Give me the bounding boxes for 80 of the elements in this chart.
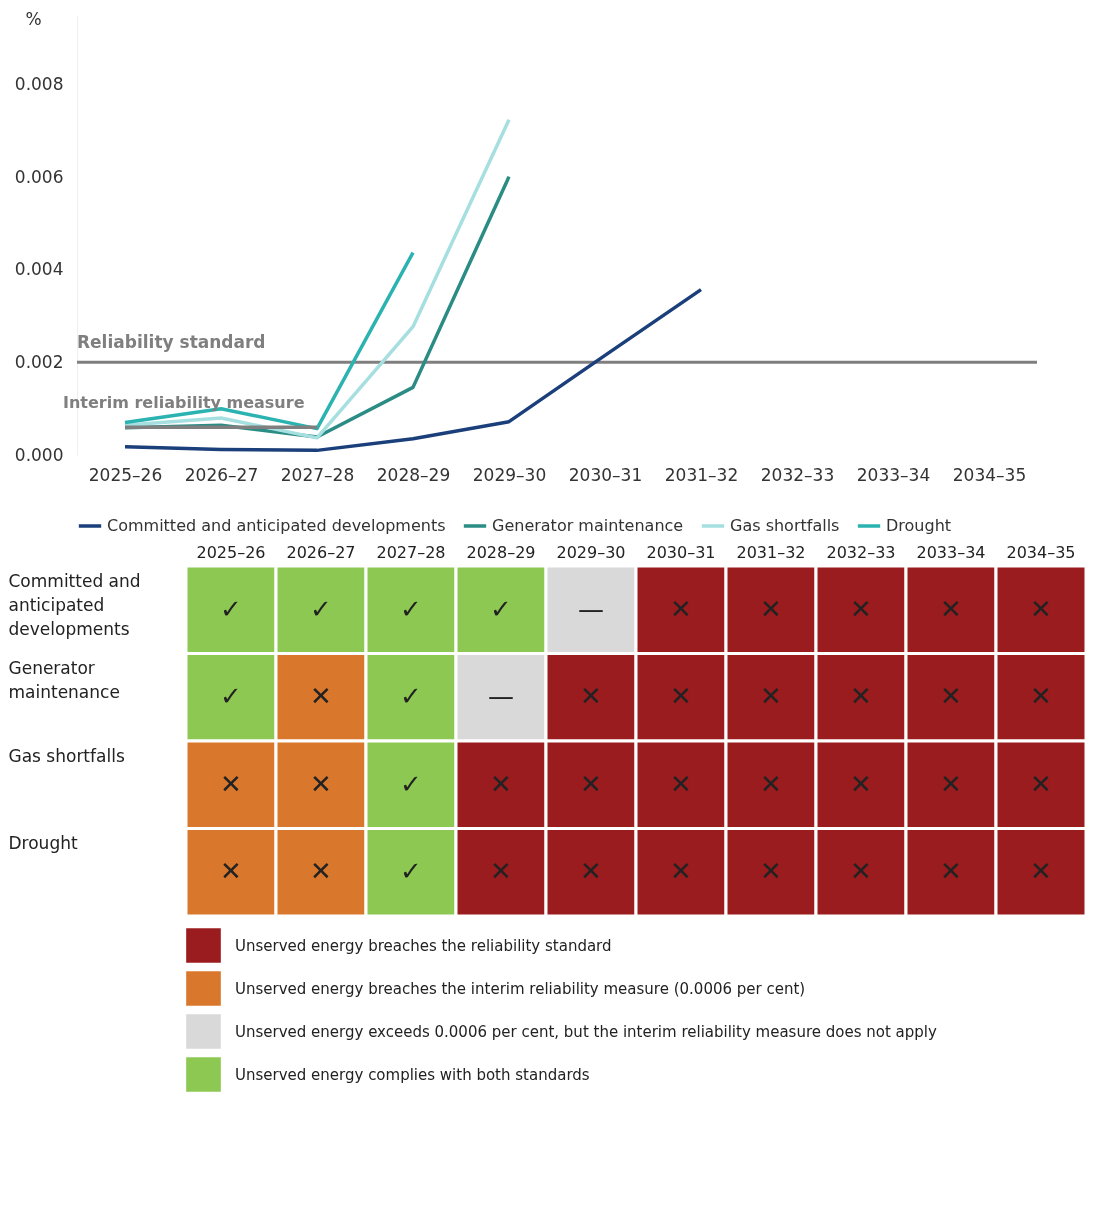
y-tick-label: 0.008: [14, 73, 64, 94]
y-axis-title: %: [25, 8, 42, 29]
text: —: [488, 681, 514, 712]
category-label: Generator maintenance: [8, 658, 120, 703]
text: ✕: [850, 681, 872, 712]
x-tick-label: 2028–29: [376, 464, 451, 485]
x-tick-label: 2032–33: [760, 464, 835, 485]
x-tick-label: 2026–27: [184, 464, 259, 485]
text: ✕: [940, 681, 962, 712]
text: ✕: [940, 593, 962, 624]
text: ✕: [850, 856, 872, 887]
text: ✕: [670, 768, 692, 799]
text: ✕: [310, 681, 332, 712]
category-label: 2025–26: [196, 542, 266, 562]
text: ✕: [760, 856, 782, 887]
text: ✕: [670, 856, 692, 887]
text: ✕: [670, 681, 692, 712]
category-label: 2033–34: [916, 542, 986, 562]
legend-label: Drought: [886, 516, 952, 535]
text: ✕: [850, 768, 872, 799]
y-tick-label: 0.000: [14, 444, 64, 465]
legend-label: Unserved energy breaches the reliability standard: [235, 936, 612, 955]
text: ✓: [220, 593, 242, 624]
text: ✕: [1030, 768, 1052, 799]
x-tick-label: 2025–26: [88, 464, 163, 485]
text: ✕: [1030, 856, 1052, 887]
legend-label: Gas shortfalls: [730, 516, 840, 535]
text: ✕: [580, 681, 602, 712]
category-label: 2034–35: [1006, 542, 1076, 562]
text: ✕: [580, 856, 602, 887]
category-label: Drought: [8, 833, 78, 854]
x-tick-label: 2027–28: [280, 464, 355, 485]
text: ✓: [220, 681, 242, 712]
text: ✕: [670, 593, 692, 624]
category-label: 2028–29: [466, 542, 536, 562]
category-label: 2026–27: [286, 542, 356, 562]
text: ✕: [220, 768, 242, 799]
category-label: 2030–31: [646, 542, 716, 562]
y-tick-label: 0.002: [14, 351, 64, 372]
text: ✓: [400, 768, 422, 799]
x-tick-label: 2034–35: [952, 464, 1027, 485]
text: ✓: [400, 856, 422, 887]
ref-line-label: Reliability standard: [77, 332, 266, 353]
category-label: Committed and anticipated developments: [8, 570, 141, 639]
text: ✕: [940, 856, 962, 887]
x-tick-label: 2029–30: [472, 464, 547, 485]
legend-label: Unserved energy complies with both standards: [235, 1065, 590, 1084]
text: ✕: [310, 768, 332, 799]
text: ✕: [760, 593, 782, 624]
text: ✕: [760, 681, 782, 712]
y-tick-label: 0.004: [14, 259, 64, 280]
x-tick-label: 2030–31: [568, 464, 643, 485]
category-label: 2031–32: [736, 542, 806, 562]
category-label: Gas shortfalls: [8, 745, 125, 766]
category-label: 2032–33: [826, 542, 896, 562]
text: ✓: [400, 593, 422, 624]
x-tick-label: 2031–32: [664, 464, 739, 485]
legend-label: Unserved energy breaches the interim reliability measure (0.0006 per cent): [235, 979, 806, 998]
text: ✕: [490, 768, 512, 799]
text: ✓: [310, 593, 332, 624]
text: ✓: [490, 593, 512, 624]
legend-label: Unserved energy exceeds 0.0006 per cent, but the interim reliability measure does not apply: [235, 1022, 937, 1041]
legend-label: Committed and anticipated developments: [107, 516, 446, 535]
text: ✕: [1030, 593, 1052, 624]
text: ✕: [220, 856, 242, 887]
text: ✕: [490, 856, 512, 887]
category-label: 2027–28: [376, 542, 446, 562]
y-tick-label: 0.006: [14, 166, 64, 187]
text: ✕: [310, 856, 332, 887]
legend-label: Generator maintenance: [492, 516, 684, 535]
category-label: 2029–30: [556, 542, 626, 562]
text: ✕: [580, 768, 602, 799]
x-tick-label: 2033–34: [856, 464, 931, 485]
text: ✕: [850, 593, 872, 624]
text: ✓: [400, 681, 422, 712]
text: ✕: [760, 768, 782, 799]
text: ✕: [1030, 681, 1052, 712]
series-label: Interim reliability measure: [63, 393, 305, 413]
text: ✕: [940, 768, 962, 799]
text: —: [578, 593, 604, 624]
